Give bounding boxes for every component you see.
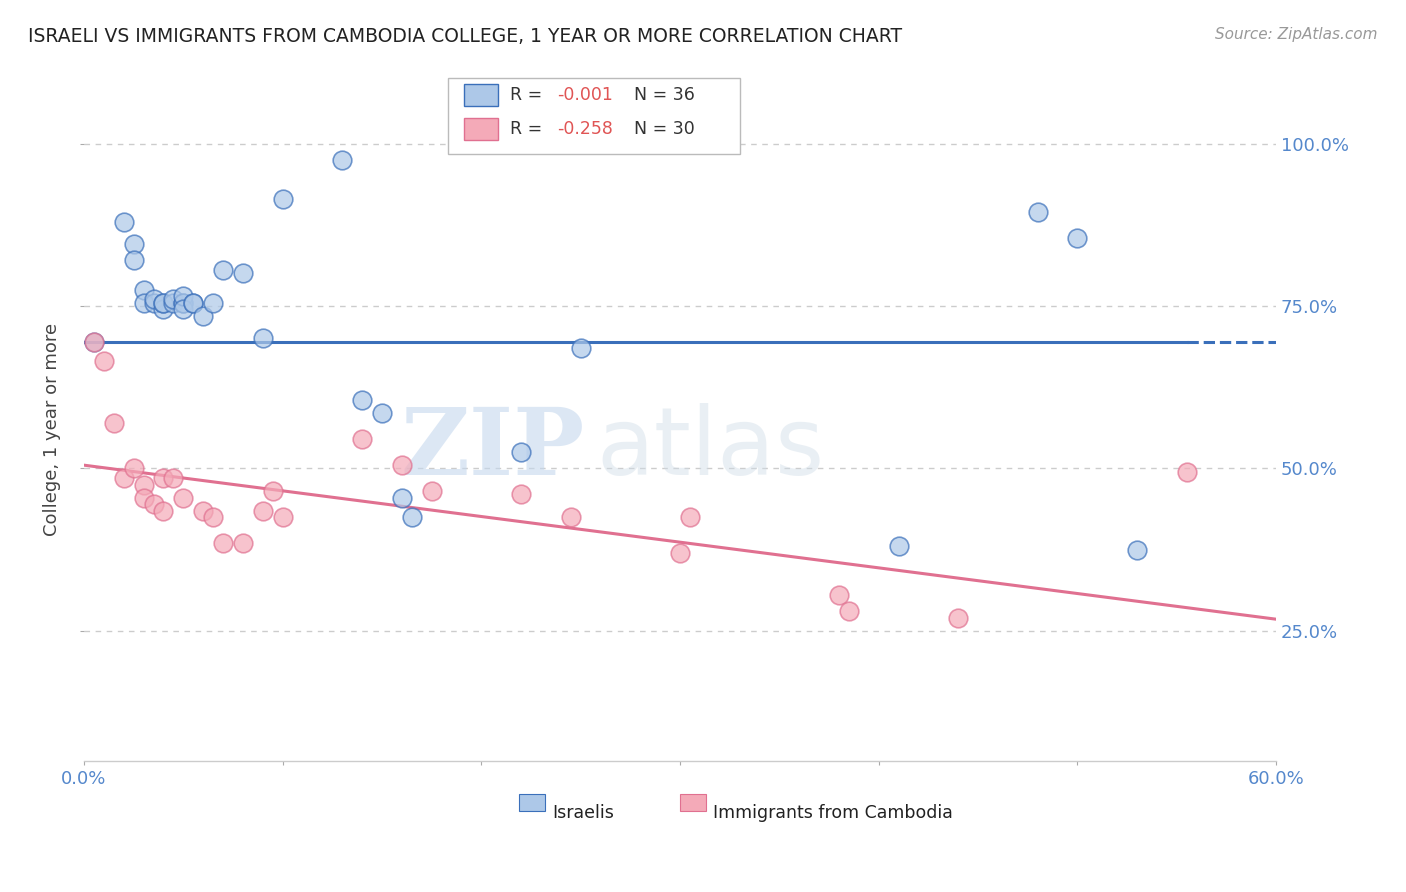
Point (352, 432, 374, 446)
Point (391, 491, 413, 505)
Point (172, 302, 194, 317)
Point (232, 536, 254, 550)
Point (152, 295, 174, 310)
Point (252, 331, 274, 345)
Point (162, 295, 184, 310)
Point (172, 491, 194, 505)
Point (152, 503, 174, 517)
Point (193, 309, 215, 323)
Text: R =: R = (509, 86, 547, 104)
Text: Israelis: Israelis (553, 804, 614, 822)
FancyBboxPatch shape (447, 78, 740, 154)
Point (352, 393, 374, 408)
Point (420, 484, 443, 499)
Point (212, 536, 235, 550)
Point (252, 503, 274, 517)
Point (510, 487, 533, 501)
Point (181, 295, 204, 310)
Point (560, 510, 582, 524)
Point (838, 604, 860, 618)
Text: R =: R = (509, 120, 547, 138)
FancyBboxPatch shape (519, 794, 546, 811)
Point (162, 471, 184, 485)
Point (669, 546, 692, 560)
Point (330, 153, 353, 167)
Text: N = 36: N = 36 (623, 86, 695, 104)
Point (162, 293, 184, 307)
Point (232, 267, 254, 281)
Point (142, 295, 165, 310)
Text: N = 30: N = 30 (623, 120, 695, 138)
Point (946, 611, 969, 625)
FancyBboxPatch shape (464, 84, 498, 106)
Point (391, 458, 413, 473)
Text: -0.001: -0.001 (557, 86, 613, 104)
Point (271, 192, 294, 206)
Point (93, 354, 115, 368)
Point (83, 334, 105, 349)
Point (1126, 542, 1149, 557)
Point (887, 540, 910, 554)
Point (112, 214, 135, 228)
Point (212, 263, 235, 277)
Point (122, 461, 145, 475)
Text: Immigrants from Cambodia: Immigrants from Cambodia (713, 804, 953, 822)
Point (112, 471, 135, 485)
Point (103, 416, 125, 430)
Point (83, 334, 105, 349)
Point (152, 295, 174, 310)
Point (510, 445, 533, 459)
Point (401, 510, 423, 524)
Point (172, 295, 194, 310)
Point (202, 510, 225, 524)
Point (193, 503, 215, 517)
Text: ZIP: ZIP (401, 404, 585, 494)
Point (152, 302, 174, 317)
Text: atlas: atlas (596, 403, 825, 495)
Text: Source: ZipAtlas.com: Source: ZipAtlas.com (1215, 27, 1378, 42)
Point (172, 295, 194, 310)
Text: -0.258: -0.258 (557, 120, 613, 138)
Point (152, 471, 174, 485)
Point (1066, 231, 1088, 245)
Point (132, 283, 155, 297)
Text: ISRAELI VS IMMIGRANTS FROM CAMBODIA COLLEGE, 1 YEAR OR MORE CORRELATION CHART: ISRAELI VS IMMIGRANTS FROM CAMBODIA COLL… (28, 27, 903, 45)
FancyBboxPatch shape (464, 118, 498, 140)
Point (122, 253, 145, 268)
Point (1026, 204, 1049, 219)
Point (569, 341, 592, 355)
Point (271, 510, 294, 524)
Point (262, 484, 284, 499)
Point (679, 510, 702, 524)
FancyBboxPatch shape (681, 794, 706, 811)
Point (172, 289, 194, 303)
Point (1175, 465, 1198, 479)
Point (371, 406, 394, 420)
Point (132, 295, 155, 310)
Point (202, 295, 225, 310)
Point (132, 477, 155, 491)
Point (142, 293, 165, 307)
Point (132, 491, 155, 505)
Point (828, 588, 851, 602)
Point (181, 295, 204, 310)
Point (142, 497, 165, 511)
Point (122, 237, 145, 252)
Y-axis label: College, 1 year or more: College, 1 year or more (44, 323, 60, 536)
